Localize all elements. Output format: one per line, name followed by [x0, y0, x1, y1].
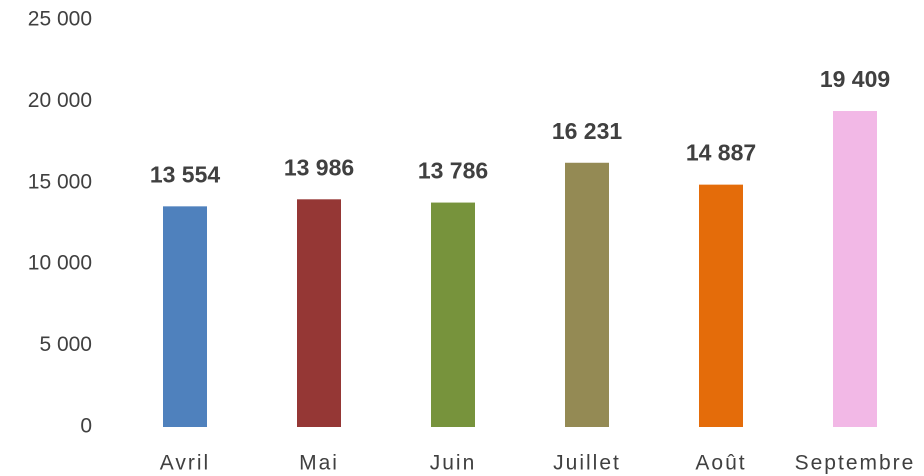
bar: [699, 184, 743, 427]
y-tick-label: 5 000: [39, 333, 92, 356]
y-tick-label: 10 000: [28, 252, 92, 275]
y-tick-label: 25 000: [28, 8, 92, 31]
x-tick-label: Mai: [299, 452, 339, 475]
y-tick-label: 20 000: [28, 89, 92, 112]
y-tick-label: 0: [80, 415, 92, 438]
bar: [833, 111, 877, 427]
bar: [431, 202, 475, 427]
x-tick-label: Août: [695, 452, 746, 475]
data-label: 13 986: [284, 154, 354, 180]
y-tick-label: 15 000: [28, 170, 92, 193]
x-tick-label: Avril: [160, 452, 210, 475]
data-label: 16 231: [552, 118, 623, 144]
data-label: 14 887: [686, 140, 756, 166]
bar: [297, 199, 341, 427]
bar: [163, 206, 207, 427]
x-tick-label: Juillet: [553, 452, 621, 475]
data-label: 13 554: [150, 161, 221, 187]
x-tick-label: Juin: [430, 452, 477, 475]
data-label: 13 786: [418, 158, 488, 184]
x-tick-label: Septembre: [795, 452, 916, 475]
bar: [565, 162, 609, 427]
data-label: 19 409: [820, 66, 890, 92]
